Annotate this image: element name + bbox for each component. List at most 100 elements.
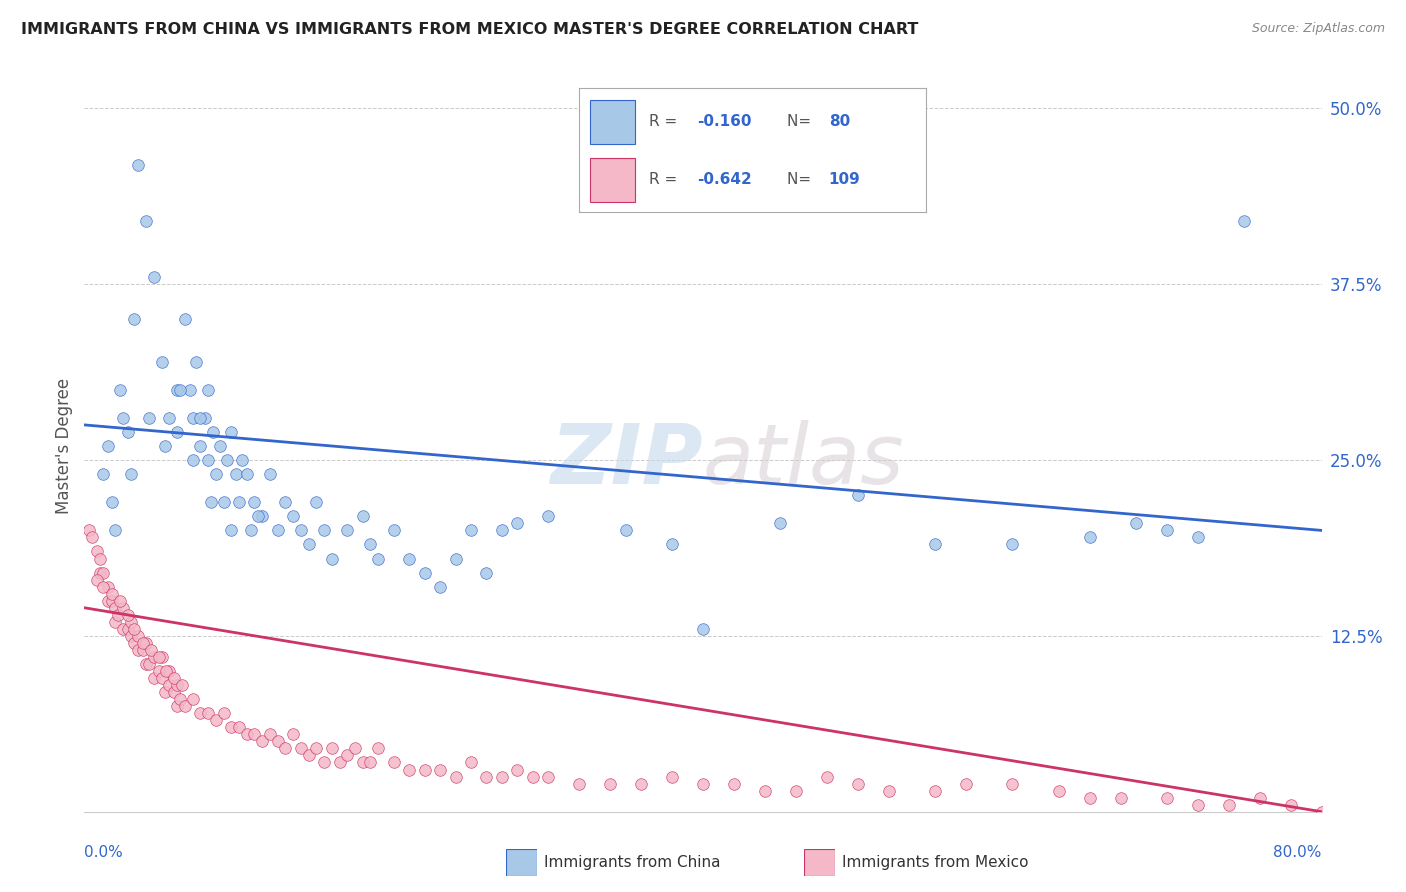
Point	[86, 544, 108, 558]
Point	[1125, 516, 1147, 531]
Point	[398, 763, 420, 777]
Point	[259, 727, 281, 741]
Point	[143, 650, 166, 665]
Point	[205, 467, 228, 482]
Point	[135, 636, 157, 650]
Point	[1078, 530, 1101, 544]
Point	[163, 671, 186, 685]
Point	[117, 622, 139, 636]
Point	[91, 580, 114, 594]
Point	[107, 607, 129, 622]
Point	[367, 551, 389, 566]
Point	[1218, 797, 1240, 812]
Point	[240, 524, 263, 538]
Point	[86, 573, 108, 587]
Point	[274, 495, 297, 509]
Point	[169, 383, 191, 397]
Point	[197, 706, 219, 721]
Point	[205, 714, 228, 728]
Point	[506, 763, 529, 777]
Text: Immigrants from China: Immigrants from China	[544, 855, 721, 870]
Point	[259, 467, 281, 482]
Point	[108, 383, 131, 397]
Point	[398, 551, 420, 566]
Point	[96, 439, 118, 453]
Point	[120, 615, 142, 629]
Point	[122, 622, 145, 636]
Point	[250, 509, 273, 524]
Point	[89, 566, 111, 580]
Point	[1156, 524, 1178, 538]
Point	[537, 770, 560, 784]
Point	[166, 699, 188, 714]
Point	[754, 783, 776, 797]
Point	[250, 734, 273, 748]
Point	[661, 770, 683, 784]
Point	[89, 551, 111, 566]
Point	[1187, 797, 1209, 812]
Point	[159, 410, 180, 425]
Point	[143, 671, 166, 685]
Point	[148, 650, 170, 665]
Point	[184, 354, 207, 368]
Point	[537, 509, 560, 524]
Point	[444, 551, 467, 566]
Point	[143, 270, 166, 285]
Point	[769, 516, 792, 531]
Point	[924, 537, 946, 551]
Point	[1109, 790, 1132, 805]
Point	[108, 593, 131, 607]
Point	[117, 607, 139, 622]
Point	[336, 524, 359, 538]
Point	[281, 727, 305, 741]
Point	[475, 566, 498, 580]
Point	[506, 516, 529, 531]
Point	[329, 756, 352, 770]
Point	[1187, 530, 1209, 544]
Point	[153, 439, 176, 453]
Point	[104, 615, 127, 629]
Point	[815, 770, 838, 784]
Text: atlas: atlas	[703, 420, 904, 501]
Point	[209, 439, 232, 453]
Point	[692, 622, 714, 636]
Point	[413, 566, 436, 580]
Point	[243, 727, 266, 741]
Point	[174, 699, 197, 714]
Point	[352, 756, 374, 770]
Point	[267, 734, 290, 748]
Point	[174, 312, 197, 326]
Point	[924, 783, 946, 797]
Point	[1001, 776, 1024, 790]
Point	[138, 657, 160, 671]
Point	[231, 453, 253, 467]
Point	[138, 410, 160, 425]
Point	[221, 425, 243, 439]
Point	[166, 425, 188, 439]
Point	[429, 763, 451, 777]
Point	[877, 783, 900, 797]
Point	[630, 776, 652, 790]
Point	[321, 741, 343, 756]
Point	[305, 495, 328, 509]
Text: Immigrants from Mexico: Immigrants from Mexico	[842, 855, 1029, 870]
Point	[188, 439, 212, 453]
Point	[460, 524, 482, 538]
Point	[122, 636, 145, 650]
Point	[491, 770, 513, 784]
Point	[1047, 783, 1070, 797]
Point	[135, 214, 157, 228]
Point	[127, 643, 149, 657]
Point	[661, 537, 683, 551]
Point	[122, 312, 145, 326]
Point	[413, 763, 436, 777]
Point	[955, 776, 977, 790]
Point	[132, 643, 155, 657]
Point	[166, 678, 188, 692]
Point	[522, 770, 544, 784]
Point	[1078, 790, 1101, 805]
Point	[429, 580, 451, 594]
Point	[1233, 214, 1256, 228]
Point	[314, 756, 336, 770]
Point	[1279, 797, 1302, 812]
